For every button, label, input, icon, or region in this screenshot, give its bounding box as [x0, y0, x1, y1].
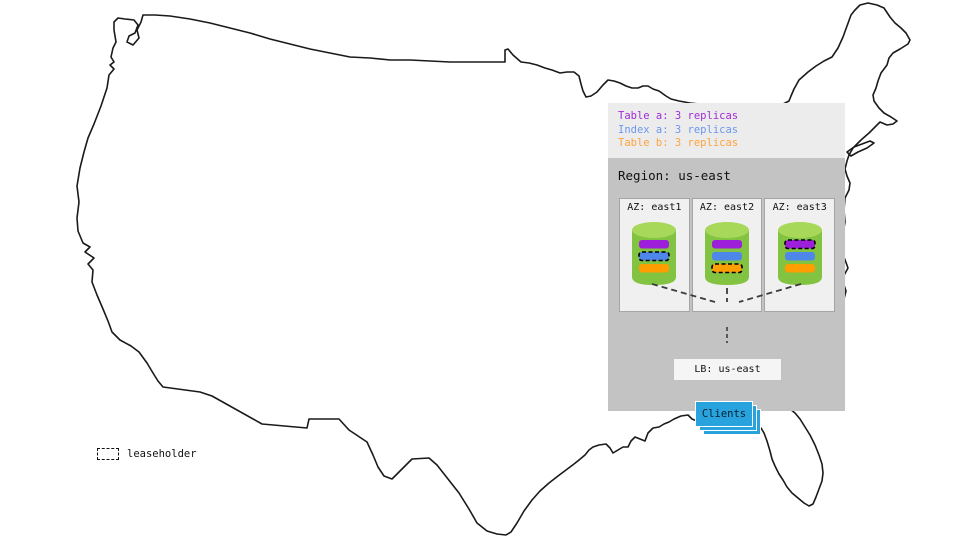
- replica-bar-table-b-leaseholder: [711, 263, 743, 274]
- az-box-east3: AZ: east3: [764, 198, 836, 312]
- leaseholder-key: leaseholder: [97, 448, 197, 460]
- cylinder-top: [632, 222, 677, 238]
- load-balancer-box: LB: us-east: [673, 358, 782, 381]
- az-title: AZ: east3: [772, 202, 827, 213]
- cylinder-top: [705, 222, 749, 238]
- az-box-east1: AZ: east1: [619, 198, 690, 312]
- replica-bar-table-b: [784, 264, 815, 273]
- replica-bar-table-a: [712, 240, 742, 249]
- leaseholder-key-label: leaseholder: [127, 448, 197, 460]
- az-title: AZ: east1: [627, 202, 682, 213]
- replica-bar-table-a-leaseholder: [783, 239, 816, 250]
- region-box: Region: us-east AZ: east1 AZ: east2: [608, 158, 845, 435]
- replica-bar-index-a-leaseholder: [638, 251, 671, 262]
- us-mainland-outline: [76, 2, 911, 536]
- cylinder-top: [777, 222, 822, 238]
- legend-item-index-a: Index a: 3 replicas: [618, 123, 739, 136]
- db-cylinder-east3: [777, 222, 822, 285]
- replica-bar-table-a: [639, 240, 670, 249]
- db-cylinder-east2: [705, 222, 749, 285]
- replica-bar-index-a: [784, 252, 815, 261]
- leaseholder-swatch-icon: [97, 448, 119, 460]
- region-title: Region: us-east: [618, 168, 731, 183]
- az-box-east2: AZ: east2: [691, 198, 763, 312]
- replica-bar-table-b: [639, 264, 670, 273]
- legend-item-table-b: Table b: 3 replicas: [618, 137, 739, 149]
- region-topology-panel: Table a: 3 replicas Index a: 3 replicas …: [608, 103, 845, 435]
- clients-stack: Clients: [695, 401, 763, 437]
- az-row: AZ: east1 AZ: east2: [619, 198, 836, 312]
- db-cylinder-east1: [632, 222, 677, 285]
- replica-legend: Table a: 3 replicas Index a: 3 replicas …: [608, 103, 845, 158]
- clients-box: Clients: [695, 401, 753, 427]
- legend-item-table-a: Table a: 3 replicas: [618, 110, 739, 122]
- replica-bar-index-a: [712, 252, 742, 261]
- clients-label: Clients: [701, 408, 747, 420]
- long-island-shape: [846, 140, 875, 157]
- az-title: AZ: east2: [699, 202, 755, 213]
- load-balancer-label: LB: us-east: [694, 364, 761, 375]
